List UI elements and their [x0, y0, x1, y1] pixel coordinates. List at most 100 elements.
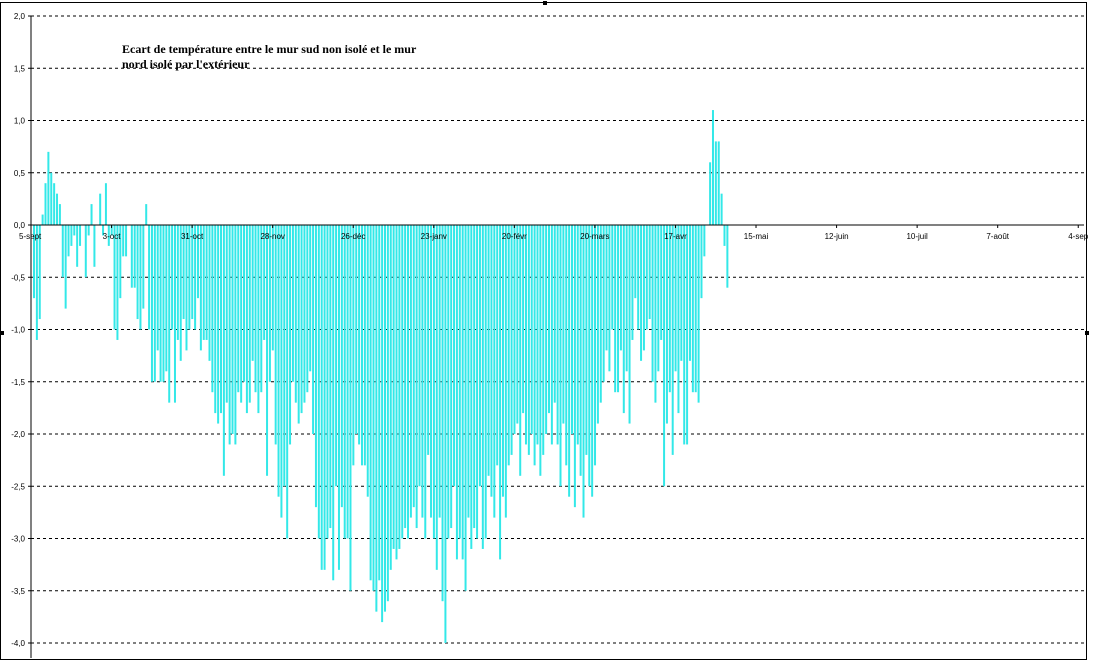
bar — [148, 225, 151, 330]
bar — [640, 225, 643, 361]
bar — [430, 225, 433, 518]
bar — [501, 225, 504, 497]
bar — [53, 183, 56, 225]
bar — [392, 225, 395, 549]
bar — [441, 225, 444, 602]
bar — [665, 225, 668, 424]
y-tick-label: -3,0 — [11, 535, 25, 544]
bar — [297, 225, 300, 424]
bar — [90, 204, 93, 225]
bar — [202, 225, 205, 340]
y-tick-label: -2,5 — [11, 482, 25, 491]
bar — [386, 225, 389, 602]
bar — [196, 225, 199, 299]
bar — [470, 225, 473, 549]
x-tick-label: 23-janv — [421, 232, 447, 241]
bar — [343, 225, 346, 539]
bar — [711, 110, 714, 225]
grid-layer — [31, 15, 1084, 644]
bar — [631, 225, 634, 340]
bar — [714, 141, 717, 225]
bar — [352, 225, 355, 466]
bar — [522, 225, 525, 414]
bar — [217, 225, 220, 424]
bar — [605, 225, 608, 351]
bar — [116, 225, 119, 340]
x-tick-label: 28-nov — [260, 232, 284, 241]
bar — [608, 225, 611, 372]
bar — [556, 225, 559, 445]
bar — [188, 225, 191, 330]
bar — [654, 225, 657, 403]
bar — [277, 225, 280, 497]
bar — [476, 225, 479, 539]
x-tick-label: 5-sept — [19, 232, 42, 241]
bar — [677, 225, 680, 414]
bar — [533, 225, 536, 466]
bar — [510, 225, 513, 455]
bar — [58, 204, 61, 225]
bar — [461, 225, 464, 560]
bar — [553, 225, 556, 403]
chart-title-line-2: nord isolé par l'extérieur — [122, 57, 250, 71]
y-tick-label: -4,0 — [11, 639, 25, 648]
bar — [122, 225, 125, 257]
y-tick-label: -1,0 — [11, 326, 25, 335]
bar — [104, 183, 107, 225]
bar — [130, 225, 133, 288]
frame-handle-1[interactable] — [543, 1, 547, 5]
bar — [545, 225, 548, 434]
bar — [617, 225, 620, 393]
bar — [458, 225, 461, 539]
bar — [571, 225, 574, 434]
x-tick-label: 12-juin — [825, 232, 849, 241]
bar — [214, 225, 217, 414]
bar — [614, 225, 617, 393]
bar — [56, 193, 59, 225]
bar — [401, 225, 404, 539]
y-tick-label: -3,5 — [11, 587, 25, 596]
bar — [326, 225, 329, 539]
bar — [478, 225, 481, 487]
chart-title-group: Ecart de température entre le mur sud no… — [122, 42, 417, 71]
bar — [145, 204, 148, 225]
ytick-layer: 2,0 1,5 1,0 0,5 0,0 -0,5 -1,0 -1,5 -2,0 -2,5 -3,0 -… — [11, 12, 25, 648]
bar — [634, 225, 637, 299]
bar — [602, 225, 605, 382]
bar — [547, 225, 550, 414]
bar — [588, 225, 591, 487]
bar — [668, 225, 671, 393]
bar — [139, 225, 142, 330]
bar — [409, 225, 412, 518]
bar — [268, 225, 271, 382]
bar — [150, 225, 153, 382]
bar — [225, 225, 228, 403]
bar — [306, 225, 309, 393]
bar — [171, 225, 174, 330]
bar — [481, 225, 484, 549]
frame-handle-2[interactable] — [0, 331, 4, 335]
bar — [539, 225, 542, 476]
bar — [222, 225, 225, 476]
bar — [568, 225, 571, 497]
y-tick-label: -2,0 — [11, 430, 25, 439]
bar — [369, 225, 372, 581]
bar — [320, 225, 323, 570]
bar — [110, 225, 113, 236]
chart-title-line-1: Ecart de température entre le mur sud no… — [122, 42, 417, 56]
bar — [358, 225, 361, 445]
bar — [142, 225, 145, 309]
bar — [407, 225, 410, 539]
bar — [717, 141, 720, 225]
frame-handle-3[interactable] — [1085, 331, 1089, 335]
bar — [41, 214, 44, 225]
bar — [332, 225, 335, 581]
bar — [720, 193, 723, 225]
bar — [87, 225, 90, 236]
bar — [648, 225, 651, 320]
bar — [562, 225, 565, 424]
bar — [168, 225, 171, 403]
bar — [585, 225, 588, 455]
bar — [726, 225, 729, 288]
bar — [303, 225, 306, 403]
